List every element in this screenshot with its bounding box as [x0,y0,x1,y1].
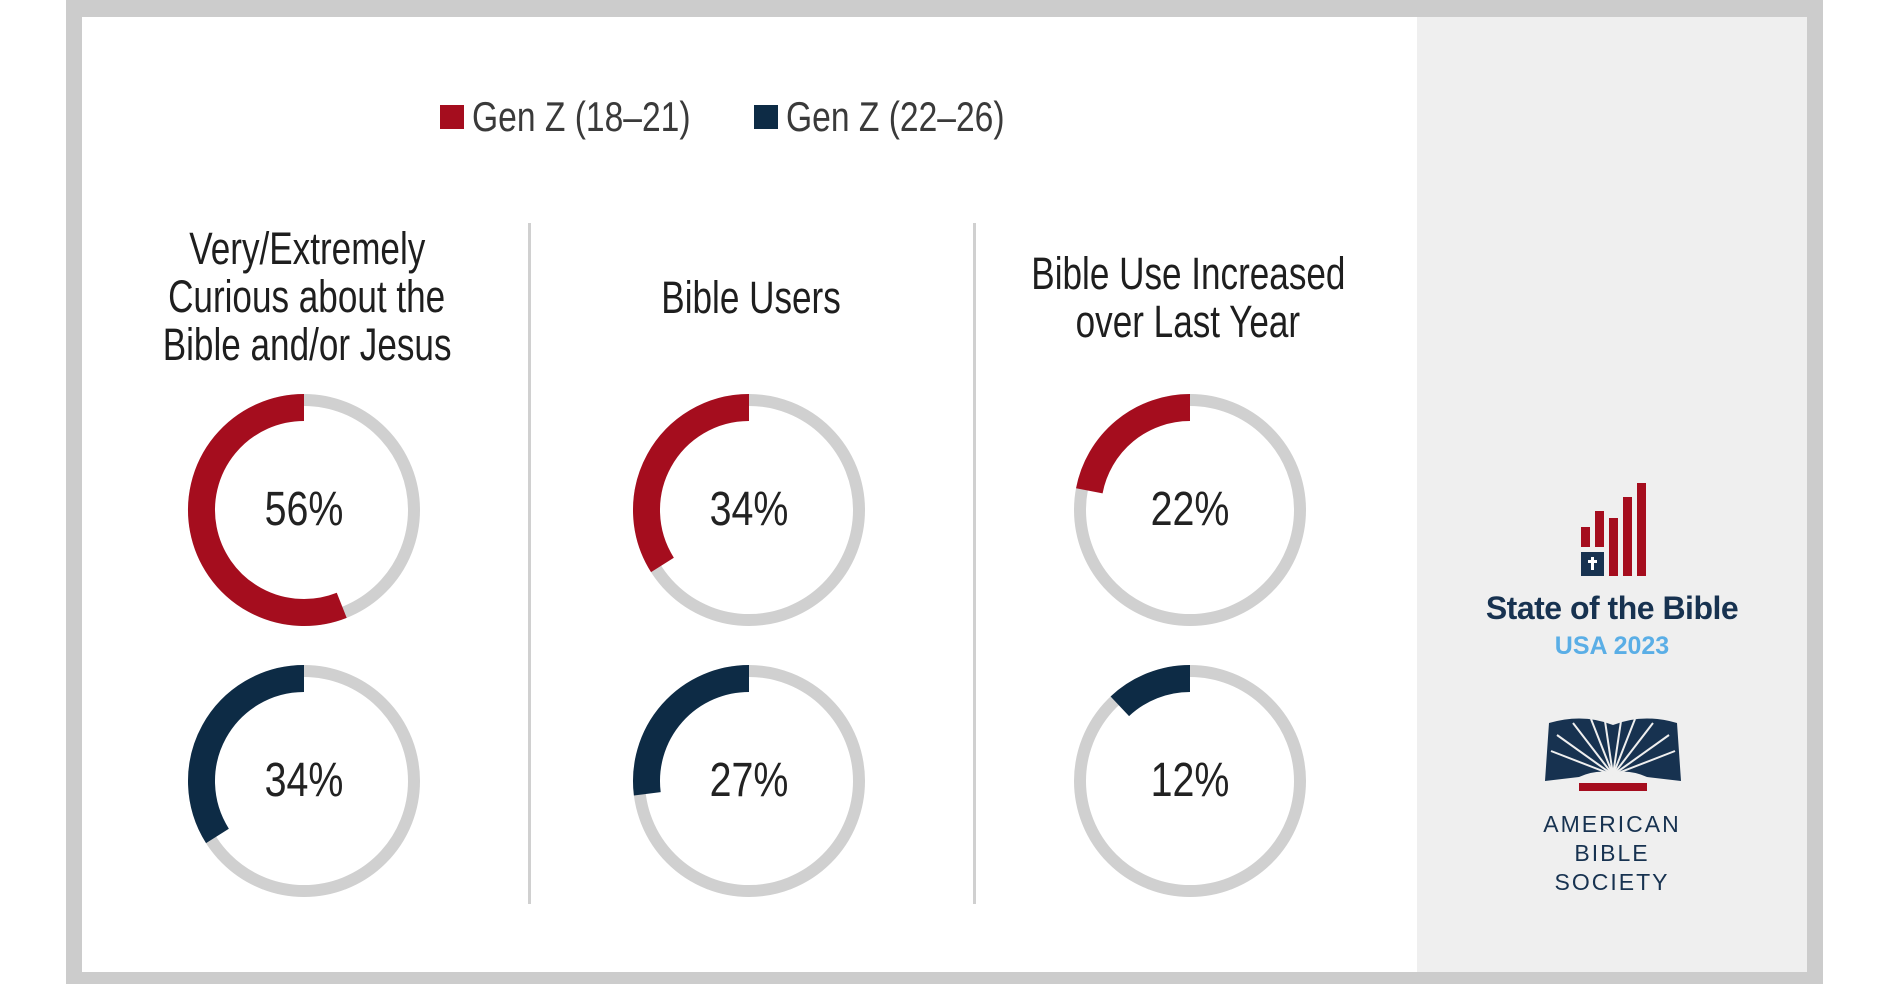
title-line: Bible Use Increased [1030,248,1346,299]
legend: Gen Z (18–21) Gen Z (22–26) [440,92,1068,142]
data-label: 56% [204,482,404,538]
logo-panel [1417,17,1807,972]
chart-card [82,17,1417,972]
american-bible-society-wordmark: AMERICAN BIBLE SOCIETY [1417,810,1807,897]
legend-item-gen-z-18-21: Gen Z (18–21) [440,93,702,141]
american-bible-society-book-icon [1545,718,1681,791]
title-line: over Last Year [1075,296,1301,347]
data-label-text: 34% [709,483,789,536]
donut-arc-series-2-category-3 [1110,665,1191,717]
title-line: Very/Extremely [188,223,426,274]
legend-label: Gen Z (22–26) [786,93,1005,140]
logo-subtitle: USA 2023 [1554,632,1670,660]
data-label-text: 27% [709,754,789,807]
data-label-text: 56% [264,483,344,536]
donut-arc-series-1-category-2 [633,394,750,573]
column-divider [528,223,531,904]
data-label: 34% [649,482,849,538]
donut-arc-series-2-category-1 [188,665,305,844]
org-line: BIBLE [1574,840,1650,866]
legend-label: Gen Z (18–21) [472,93,691,140]
data-label-text: 12% [1150,754,1230,807]
org-line: AMERICAN [1543,811,1681,837]
title-line: Bible Users [661,272,841,323]
state-of-the-bible-logo-icon [1581,483,1646,576]
legend-item-gen-z-22-26: Gen Z (22–26) [754,93,1016,141]
title-line: Curious about the [168,271,446,322]
title-line: Bible and/or Jesus [162,319,452,370]
donut-arc-series-1-category-3 [1076,394,1191,494]
data-label-text: 22% [1150,483,1230,536]
category-title-bible-users: Bible Users [531,274,971,322]
donut-arc-series-1-category-1 [188,394,347,626]
data-label-text: 34% [264,754,344,807]
data-label: 34% [204,753,404,809]
org-line: SOCIETY [1554,869,1670,895]
category-title-curious: Very/Extremely Curious about the Bible a… [87,225,527,369]
category-title-use-increased: Bible Use Increased over Last Year [968,250,1408,346]
donut-arc-series-2-category-2 [633,665,750,796]
legend-swatch-red [440,105,464,129]
legend-swatch-navy [754,105,778,129]
data-label: 27% [649,753,849,809]
logo-title: State of the Bible [1485,590,1739,626]
data-label: 12% [1090,753,1290,809]
column-divider [973,223,976,904]
data-label: 22% [1090,482,1290,538]
